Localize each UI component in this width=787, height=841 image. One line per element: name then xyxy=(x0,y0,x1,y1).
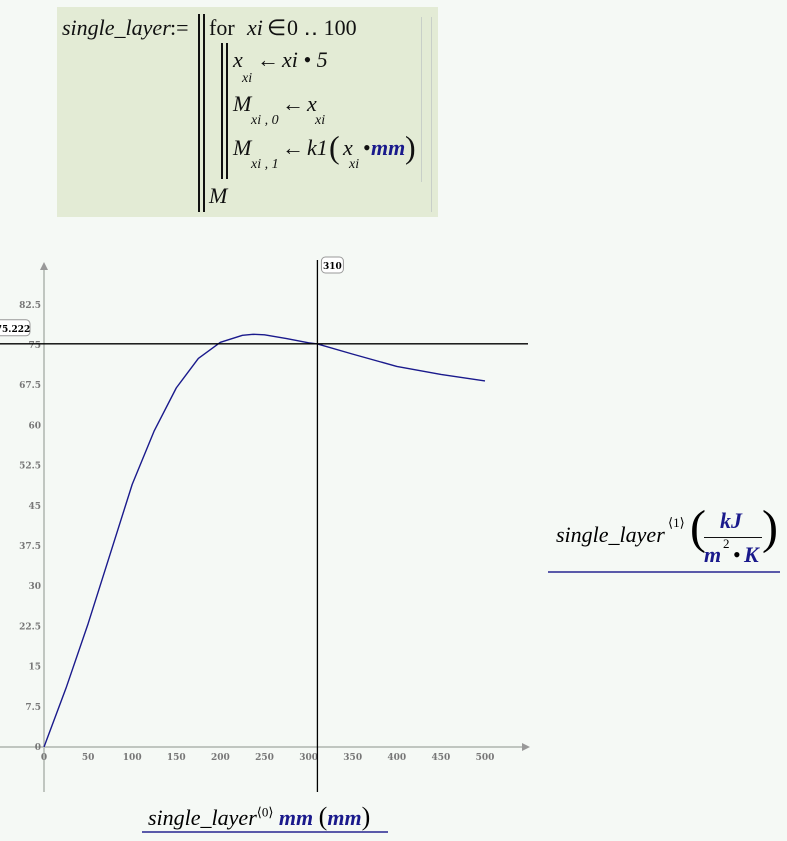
program-name: single_layer xyxy=(62,15,171,40)
paren-open: ( xyxy=(329,129,340,165)
y-tick-label: 82.5 xyxy=(19,301,41,311)
line3-function: k1 xyxy=(307,135,328,160)
y-tick-label: 15 xyxy=(28,663,41,673)
dot-operator: • xyxy=(363,135,371,160)
data-series-line xyxy=(43,333,486,748)
line1-lhs: x xyxy=(233,47,243,72)
arrow: ← xyxy=(282,91,304,116)
paren-close: ) xyxy=(405,129,416,165)
x-tick-label: 450 xyxy=(432,753,451,763)
y-tick-label: 45 xyxy=(28,502,41,512)
assign-operator: := xyxy=(170,15,189,40)
line1-rhs: xi • 5 xyxy=(282,47,328,72)
cursor-y-value: 75.222 xyxy=(0,325,30,335)
dot-operator: • xyxy=(733,542,741,567)
cursor-x-badge xyxy=(320,256,344,274)
x-axis-unit: mm xyxy=(278,805,314,830)
x-tick-label: 100 xyxy=(123,753,142,763)
program-bar-outer xyxy=(198,14,200,212)
line3-lhs: M xyxy=(233,135,252,160)
x-axis-label-underline xyxy=(142,831,388,833)
for-keyword: for xyxy=(209,15,235,40)
line3-arg: x xyxy=(343,135,353,160)
cursor-x-value: 310 xyxy=(323,262,342,272)
arrow: ← xyxy=(282,135,304,160)
x-tick-label: 500 xyxy=(476,753,495,763)
loop-bar xyxy=(221,43,223,179)
cursor-y-badge xyxy=(0,319,31,337)
y-tick-label: 30 xyxy=(28,582,41,592)
y-axis-label-underline xyxy=(548,571,780,573)
x-axis-label[interactable]: single_layer⟨0⟩ mm (mm) xyxy=(148,802,371,831)
x-axis-arrow-icon xyxy=(522,743,530,751)
x-axis-sup: ⟨0⟩ xyxy=(256,804,274,820)
x-tick-label: 300 xyxy=(299,753,318,763)
x-tick-label: 200 xyxy=(211,753,230,763)
line2-rhs: x xyxy=(307,91,317,116)
line3-unit: mm xyxy=(371,135,406,160)
for-variable: xi xyxy=(247,15,263,40)
region-border xyxy=(421,17,422,182)
y-axis-unit-k: K xyxy=(744,542,759,567)
arrow: ← xyxy=(257,47,279,72)
y-tick-label: 60 xyxy=(28,421,41,431)
for-range: 0 ‥ 100 xyxy=(287,15,357,40)
program-block[interactable]: single_layer := for xi ∈ 0 ‥ 100 x xi ← … xyxy=(57,7,438,217)
program-bar-outer xyxy=(203,14,205,212)
x-tick-label: 400 xyxy=(387,753,406,763)
y-axis-sup: ⟨1⟩ xyxy=(668,515,685,530)
y-axis-unit-num: kJ xyxy=(720,508,742,533)
fraction-bar xyxy=(704,537,762,538)
line2-sub: xi , 0 xyxy=(251,113,279,128)
y-axis-expr: single_layer xyxy=(556,522,665,547)
line2-rhs-sub: xi xyxy=(315,113,326,128)
line2-lhs: M xyxy=(233,91,252,116)
y-axis-arrow-icon xyxy=(40,262,48,270)
x-axis-expr: single_layer xyxy=(148,805,257,830)
y-tick-label: 7.5 xyxy=(25,703,41,713)
line3-sub: xi , 1 xyxy=(251,157,279,172)
y-axis-unit-exp: 2 xyxy=(723,536,730,551)
in-symbol: ∈ xyxy=(267,15,287,40)
y-tick-label: 0 xyxy=(35,743,41,753)
line3-arg-sub: xi xyxy=(349,157,360,172)
x-axis-display-unit: mm xyxy=(327,805,362,830)
x-tick-label: 250 xyxy=(255,753,274,763)
y-axis-unit-m: m xyxy=(704,542,722,567)
x-tick-label: 150 xyxy=(167,753,186,763)
y-tick-label: 37.5 xyxy=(19,542,41,552)
y-tick-label: 67.5 xyxy=(19,381,41,391)
y-tick-label: 22.5 xyxy=(19,622,41,632)
y-tick-label: 75 xyxy=(28,341,41,351)
y-tick-label: 52.5 xyxy=(19,462,41,472)
loop-bar xyxy=(226,43,228,179)
program-result: M xyxy=(209,183,228,208)
x-tick-label: 0 xyxy=(41,753,47,763)
line1-sub: xi xyxy=(242,71,253,86)
x-tick-label: 350 xyxy=(343,753,362,763)
x-tick-label: 50 xyxy=(82,753,95,763)
region-border xyxy=(431,17,432,212)
